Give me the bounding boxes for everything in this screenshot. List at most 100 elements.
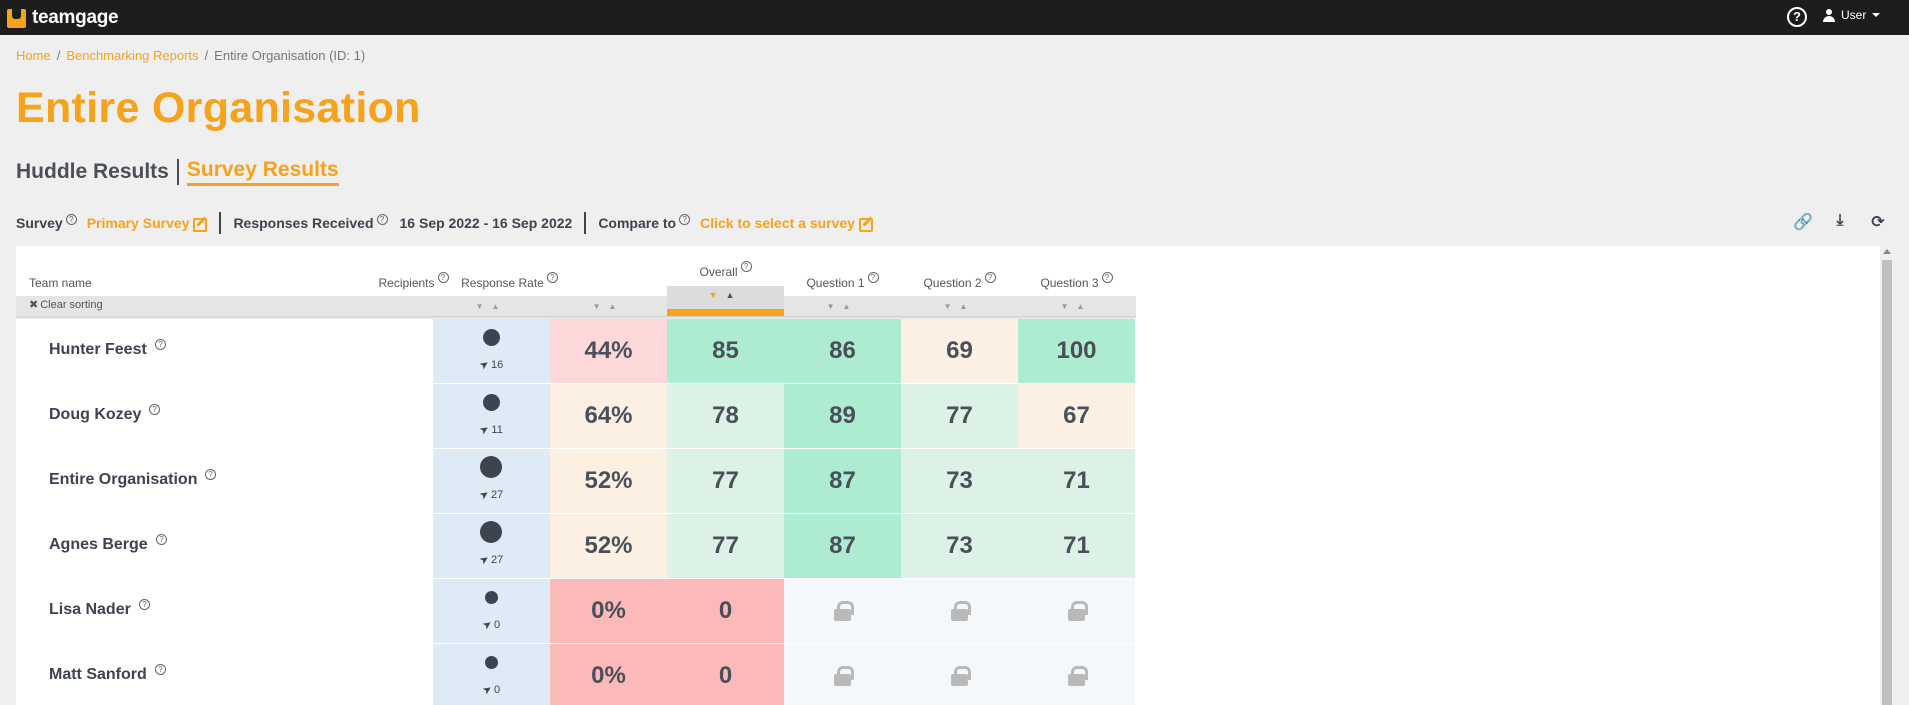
edit-icon[interactable]: [858, 218, 873, 232]
question-2-score-cell[interactable]: [901, 644, 1018, 705]
help-circle-icon[interactable]: ?: [984, 272, 996, 283]
survey-selector[interactable]: Primary Survey: [86, 215, 190, 231]
help-circle-icon[interactable]: ?: [679, 213, 691, 225]
question-2-score-cell: 73: [901, 514, 1018, 578]
question-1-score-cell[interactable]: [784, 579, 901, 643]
chevron-down-icon: [1872, 13, 1881, 17]
toolbar: 🔗 ⤓ ⟳: [1793, 212, 1887, 232]
help-circle-icon[interactable]: ?: [437, 272, 449, 283]
column-header-label: Overall: [699, 265, 738, 279]
help-circle-icon[interactable]: ?: [205, 469, 216, 480]
tab-huddle-results[interactable]: Huddle Results: [16, 160, 169, 183]
sort-arrows-question-3[interactable]: ▼▲: [1060, 302, 1093, 311]
sort-arrows-question-1[interactable]: ▼▲: [826, 302, 859, 311]
breadcrumb-separator: /: [204, 48, 209, 63]
column-header-question-1[interactable]: Question 1?: [784, 272, 901, 290]
breadcrumb: Home / Benchmarking Reports / Entire Org…: [16, 48, 365, 63]
help-icon[interactable]: ?: [1787, 7, 1807, 27]
compare-selector[interactable]: Click to select a survey: [700, 215, 855, 231]
question-2-score-cell: 69: [901, 319, 1018, 383]
column-header-team[interactable]: Team name: [29, 276, 92, 290]
tab-survey-results[interactable]: Survey Results: [186, 158, 339, 186]
scrollbar-thumb[interactable]: [1882, 260, 1892, 705]
help-circle-icon[interactable]: ?: [65, 213, 77, 225]
column-header-response-rate[interactable]: Response Rate?: [451, 272, 568, 290]
recipients-dot: [480, 456, 502, 478]
filter-divider: [219, 212, 222, 234]
recipients-count-value: 0: [494, 619, 501, 631]
column-header-question-2[interactable]: Question 2?: [901, 272, 1018, 290]
question-1-score-cell: 87: [784, 449, 901, 513]
user-menu[interactable]: User: [1823, 8, 1881, 22]
table-row[interactable]: Lisa Nader?00%0: [16, 579, 1136, 644]
recipients-cell: 16: [433, 319, 550, 383]
recipients-cell: 27: [433, 514, 550, 578]
close-icon: ✖: [29, 299, 39, 311]
results-table: Team name ✖ Clear sorting Recipients? Res…: [16, 246, 1136, 705]
breadcrumb-separator: /: [56, 48, 61, 63]
vertical-scrollbar[interactable]: [1880, 246, 1894, 705]
column-header-recipients[interactable]: Recipients?: [355, 272, 472, 290]
chart-area: [1136, 246, 1880, 705]
sort-arrows-recipients[interactable]: ▼▲: [475, 302, 508, 311]
team-name[interactable]: Entire Organisation: [49, 471, 198, 488]
tab-divider: [176, 159, 179, 185]
help-circle-icon[interactable]: ?: [149, 404, 160, 415]
question-2-score-cell[interactable]: [901, 579, 1018, 643]
question-3-score-cell: 71: [1018, 514, 1135, 578]
refresh-icon[interactable]: ⟳: [1871, 214, 1885, 231]
team-name[interactable]: Agnes Berge: [49, 536, 148, 553]
column-header-label: Question 1: [806, 276, 865, 290]
help-circle-icon[interactable]: ?: [155, 339, 166, 350]
lock-icon: [1068, 666, 1088, 686]
team-name[interactable]: Lisa Nader: [49, 601, 131, 618]
recipients-count: 11: [433, 424, 550, 436]
edit-icon[interactable]: [193, 218, 208, 232]
sort-arrows-overall[interactable]: ▼▲: [667, 290, 784, 300]
question-1-score-cell[interactable]: [784, 644, 901, 705]
response-rate-cell: 52%: [550, 449, 667, 513]
column-header-question-3[interactable]: Question 3?: [1018, 272, 1135, 290]
recipients-dot: [482, 328, 500, 346]
breadcrumb-home[interactable]: Home: [16, 48, 51, 63]
lock-icon: [1068, 601, 1088, 621]
help-circle-icon[interactable]: ?: [139, 599, 150, 610]
clear-sorting-button[interactable]: ✖ Clear sorting: [29, 298, 103, 311]
question-3-score-cell[interactable]: [1018, 579, 1135, 643]
clear-sorting-label: Clear sorting: [40, 299, 103, 311]
app-logo[interactable]: teamgage: [7, 7, 119, 29]
question-3-score-cell: 71: [1018, 449, 1135, 513]
scroll-up-icon[interactable]: [1883, 249, 1891, 254]
download-icon[interactable]: ⤓: [1836, 212, 1844, 229]
column-header-overall[interactable]: Overall?: [667, 261, 784, 279]
link-icon[interactable]: 🔗: [1793, 214, 1813, 231]
help-circle-icon[interactable]: ?: [156, 534, 167, 545]
help-circle-icon[interactable]: ?: [1101, 272, 1113, 283]
sort-arrows-question-2[interactable]: ▼▲: [943, 302, 976, 311]
help-circle-icon[interactable]: ?: [867, 272, 879, 283]
help-circle-icon[interactable]: ?: [155, 664, 166, 675]
recipients-cell: 27: [433, 449, 550, 513]
team-name[interactable]: Matt Sanford: [49, 666, 147, 683]
responses-label: Responses Received: [233, 215, 374, 231]
help-circle-icon[interactable]: ?: [376, 213, 388, 225]
help-circle-icon[interactable]: ?: [546, 272, 558, 283]
breadcrumb-benchmarking-reports[interactable]: Benchmarking Reports: [66, 48, 199, 63]
team-name[interactable]: Hunter Feest: [49, 341, 147, 358]
question-3-score-cell[interactable]: [1018, 644, 1135, 705]
page-title: Entire Organisation: [16, 84, 421, 132]
response-rate-cell: 0%: [550, 579, 667, 643]
sort-descending-icon[interactable]: ▼: [708, 290, 726, 300]
sort-ascending-icon[interactable]: ▲: [725, 290, 743, 300]
team-name[interactable]: Doug Kozey: [49, 406, 142, 423]
help-circle-icon[interactable]: ?: [740, 261, 752, 272]
sort-arrows-response-rate[interactable]: ▼▲: [592, 302, 625, 311]
question-2-score-cell: 77: [901, 384, 1018, 448]
logo-icon: [7, 8, 26, 28]
recipients-count-value: 11: [491, 424, 503, 436]
table-row[interactable]: Matt Sanford?00%0: [16, 644, 1136, 705]
